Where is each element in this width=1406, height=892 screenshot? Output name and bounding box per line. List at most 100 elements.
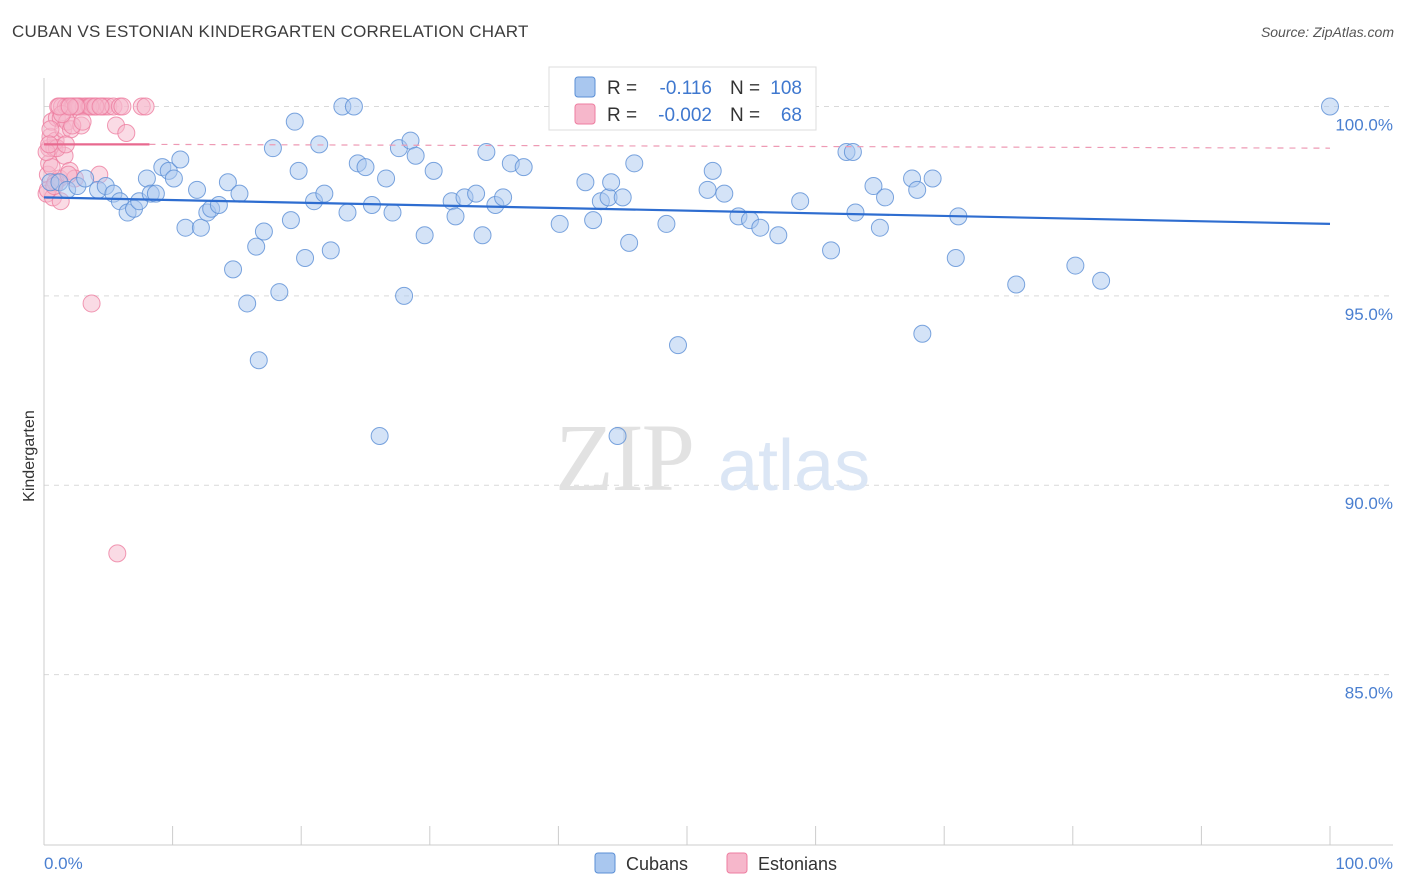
cubans-point-81 bbox=[703, 161, 722, 180]
cubans-point-97 bbox=[913, 324, 932, 343]
cubans-point-52 bbox=[395, 286, 414, 305]
trend-lines bbox=[43, 143, 1331, 226]
cubans-point-88 bbox=[822, 241, 841, 260]
y-tick-label-100: 100.0% bbox=[1335, 116, 1393, 135]
watermark-zip: ZIP bbox=[555, 404, 693, 511]
cubans-point-14 bbox=[146, 184, 165, 203]
cubans-point-80 bbox=[698, 180, 717, 199]
estonians-r-label: R = bbox=[607, 105, 637, 126]
estonians-r-value: -0.002 bbox=[658, 105, 712, 126]
cubans-point-96 bbox=[908, 180, 927, 199]
cubans-point-69 bbox=[584, 211, 603, 230]
y-tick-label-95: 95.0% bbox=[1345, 305, 1393, 324]
cubans-point-56 bbox=[424, 161, 443, 180]
cubans-point-24 bbox=[209, 195, 228, 214]
cubans-point-12 bbox=[137, 169, 156, 188]
y-tick-labels: 85.0% 90.0% 95.0% 100.0% bbox=[1335, 116, 1393, 703]
estonians-point-52 bbox=[73, 112, 92, 131]
cubans-point-27 bbox=[230, 184, 249, 203]
cubans-point-19 bbox=[176, 218, 195, 237]
cubans-point-82 bbox=[715, 184, 734, 203]
gridlines bbox=[44, 106, 1393, 676]
cubans-point-90 bbox=[843, 142, 862, 161]
cubans-point-101 bbox=[1007, 275, 1026, 294]
cubans-point-74 bbox=[613, 188, 632, 207]
cubans-r-value: -0.116 bbox=[660, 78, 712, 99]
cubans-point-36 bbox=[289, 161, 308, 180]
cubans-point-43 bbox=[338, 203, 357, 222]
cubans-point-58 bbox=[446, 207, 465, 226]
estonians-point-56 bbox=[41, 120, 60, 139]
cubans-point-53 bbox=[401, 131, 420, 150]
cubans-point-50 bbox=[383, 203, 402, 222]
estonians-point-44 bbox=[136, 97, 155, 116]
cubans-point-28 bbox=[238, 294, 257, 313]
source-label: Source: ZipAtlas.com bbox=[1260, 24, 1394, 40]
cubans-point-44 bbox=[344, 97, 363, 116]
cubans-point-92 bbox=[864, 177, 883, 196]
cubans-point-72 bbox=[602, 173, 621, 192]
estonians-n-value: 68 bbox=[781, 105, 802, 126]
cubans-n-value: 108 bbox=[770, 78, 802, 99]
cubans-point-54 bbox=[406, 146, 425, 165]
cubans-point-33 bbox=[270, 283, 289, 302]
cubans-point-40 bbox=[315, 184, 334, 203]
cubans-point-34 bbox=[281, 211, 300, 230]
cubans-point-94 bbox=[876, 188, 895, 207]
estonians-point-46 bbox=[42, 158, 61, 177]
x-tick-label-max: 100.0% bbox=[1335, 854, 1393, 873]
cubans-point-93 bbox=[870, 218, 889, 237]
series-legend: Cubans Estonians bbox=[594, 852, 837, 874]
legend-estonians-swatch[interactable] bbox=[726, 852, 748, 874]
cubans-point-26 bbox=[224, 260, 243, 279]
x-axis-ticks bbox=[43, 826, 1331, 845]
cubans-point-99 bbox=[946, 248, 965, 267]
cubans-point-48 bbox=[370, 426, 389, 445]
cubans-point-55 bbox=[415, 226, 434, 245]
chart-title: CUBAN VS ESTONIAN KINDERGARTEN CORRELATI… bbox=[12, 22, 529, 41]
cubans-point-35 bbox=[285, 112, 304, 131]
cubans-point-103 bbox=[1092, 271, 1111, 290]
cubans-point-104 bbox=[1321, 97, 1339, 116]
stats-legend: R = -0.116 N = 108 R = -0.002 N = 68 bbox=[548, 66, 817, 131]
estonians-n-label: N = bbox=[730, 105, 760, 126]
cubans-point-25 bbox=[218, 173, 237, 192]
cubans-point-86 bbox=[769, 226, 788, 245]
x-tick-label-min: 0.0% bbox=[44, 854, 83, 873]
cubans-points bbox=[41, 97, 1339, 445]
cubans-point-91 bbox=[846, 203, 865, 222]
legend-cubans-label[interactable]: Cubans bbox=[626, 854, 688, 874]
cubans-point-46 bbox=[356, 158, 375, 177]
cubans-point-30 bbox=[249, 351, 268, 370]
estonians-point-64 bbox=[82, 294, 101, 313]
estonians-point-42 bbox=[117, 124, 136, 143]
cubans-point-87 bbox=[791, 192, 810, 211]
cubans-point-31 bbox=[254, 222, 273, 241]
legend-estonians-label[interactable]: Estonians bbox=[758, 854, 837, 874]
cubans-r-label: R = bbox=[607, 78, 637, 99]
cubans-legend-swatch bbox=[574, 76, 596, 98]
y-tick-label-85: 85.0% bbox=[1345, 684, 1393, 703]
cubans-point-29 bbox=[247, 237, 266, 256]
estonians-point-67 bbox=[60, 97, 79, 116]
cubans-point-64 bbox=[494, 188, 513, 207]
cubans-point-41 bbox=[321, 241, 340, 260]
estonians-trend-extension bbox=[149, 143, 1331, 149]
cubans-point-21 bbox=[191, 218, 210, 237]
watermark-atlas: atlas bbox=[718, 426, 870, 506]
estonians-legend-swatch bbox=[574, 103, 596, 125]
cubans-point-73 bbox=[608, 426, 627, 445]
cubans-point-85 bbox=[751, 218, 770, 237]
estonians-point-55 bbox=[91, 97, 110, 116]
estonians-points bbox=[37, 97, 155, 563]
cubans-point-18 bbox=[171, 150, 190, 169]
cubans-point-60 bbox=[467, 184, 486, 203]
cubans-point-32 bbox=[263, 139, 282, 158]
legend-cubans-swatch[interactable] bbox=[594, 852, 616, 874]
estonians-point-41 bbox=[113, 97, 132, 116]
cubans-n-label: N = bbox=[730, 78, 760, 99]
estonians-point-65 bbox=[108, 544, 127, 563]
y-tick-label-90: 90.0% bbox=[1345, 494, 1393, 513]
cubans-point-4 bbox=[76, 169, 95, 188]
